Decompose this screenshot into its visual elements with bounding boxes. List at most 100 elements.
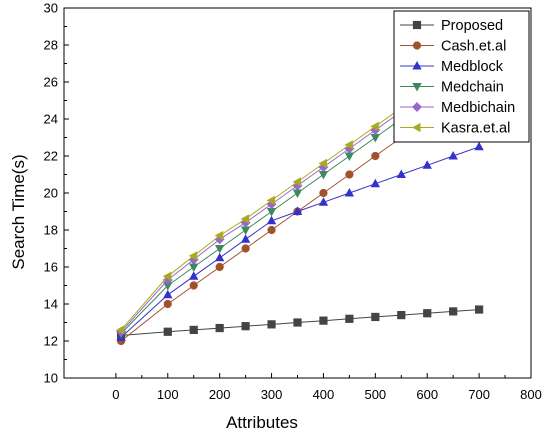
data-point [163,299,172,309]
data-point [189,325,198,335]
data-point [162,271,172,281]
data-point [475,305,484,314]
legend-label: Medbichain [441,100,515,116]
x-tick-label: 500 [364,387,386,402]
data-point [422,160,432,169]
data-point [344,188,355,197]
legend-label: Medblock [441,59,504,75]
data-point [267,320,276,329]
y-tick-label: 16 [44,260,58,275]
data-point [371,312,380,322]
data-point [241,322,250,331]
data-point [319,316,328,325]
data-point [215,262,224,272]
data-point [319,188,328,198]
data-point [189,263,199,272]
legend-marker [412,61,422,70]
data-point [189,281,198,290]
legend-marker [412,122,421,133]
x-tick-label: 100 [157,387,179,402]
data-point [189,271,199,280]
x-tick-label: 0 [112,387,119,402]
y-tick-label: 18 [44,223,58,238]
series-proposed [116,305,484,340]
x-tick-label: 400 [313,387,335,402]
data-point [318,158,327,169]
data-point [448,151,458,160]
data-point [293,318,302,327]
data-point [370,178,381,188]
y-tick-label: 26 [44,75,58,90]
data-point [163,327,172,336]
legend-label: Kasra.et.al [441,121,510,137]
legend-marker [412,41,422,50]
series-line [120,146,480,338]
data-point [292,206,303,216]
data-point [370,121,379,132]
legend-item: Proposed [400,18,503,34]
data-point [241,244,250,253]
x-tick-label: 700 [468,387,490,402]
data-point [318,197,329,206]
data-point [344,140,353,150]
data-point [344,152,355,161]
data-point [214,230,224,241]
data-point [370,133,381,143]
data-point [240,234,251,243]
axes: 0 100 200 300 400 500 600 700 800 10 12 14 16 18 20 22 2… [44,1,542,403]
legend-box [393,10,530,143]
data-point [163,289,173,299]
data-point [423,309,432,318]
y-tick-label: 20 [44,186,58,201]
data-point [116,325,125,335]
data-point [266,195,276,206]
data-point [318,170,329,180]
y-tick-label: 10 [44,371,58,386]
data-point [474,141,484,151]
x-tick-label: 200 [209,387,231,402]
data-point [449,307,458,316]
data-point [266,215,277,225]
data-point [345,314,354,323]
y-tick-label: 24 [44,112,58,127]
y-tick-label: 12 [44,334,58,349]
y-axis-label: Search Time(s) [9,154,28,269]
y-tick-label: 28 [44,38,58,53]
data-point [267,225,276,235]
legend-label: Cash.et.al [441,39,506,55]
x-tick-label: 300 [261,387,283,402]
y-tick-label: 22 [44,149,58,164]
y-tick-label: 14 [44,297,58,312]
legend-item: Kasra.et.al [400,121,510,137]
legend-marker [412,20,422,30]
data-point [188,251,198,261]
legend-item: Medchain [400,80,504,96]
x-tick-label: 800 [520,387,542,402]
series-line [121,309,480,336]
data-point [371,151,380,161]
data-point [214,244,225,254]
data-point [292,177,302,187]
legend-item: Cash.et.al [400,39,506,55]
data-point [397,310,406,320]
data-point [292,189,303,198]
legend-marker [412,102,422,112]
y-tick-label: 30 [44,1,58,16]
legend-label: Proposed [441,18,503,34]
legend-item: Medbichain [400,100,515,116]
data-point [240,214,250,224]
legend-item: Medblock [400,59,504,75]
x-axis-label: Attributes [226,413,298,432]
data-point [214,252,225,262]
data-point [345,170,354,179]
legend-marker [412,82,422,92]
legend: Proposed Cash.et.al Medblock Medchain Medbic… [393,10,530,143]
data-point [240,226,251,235]
series-medblock [116,141,484,341]
data-point [266,207,277,217]
x-tick-label: 600 [416,387,438,402]
data-point [215,323,224,333]
legend-label: Medchain [441,80,504,96]
data-point [396,169,406,179]
